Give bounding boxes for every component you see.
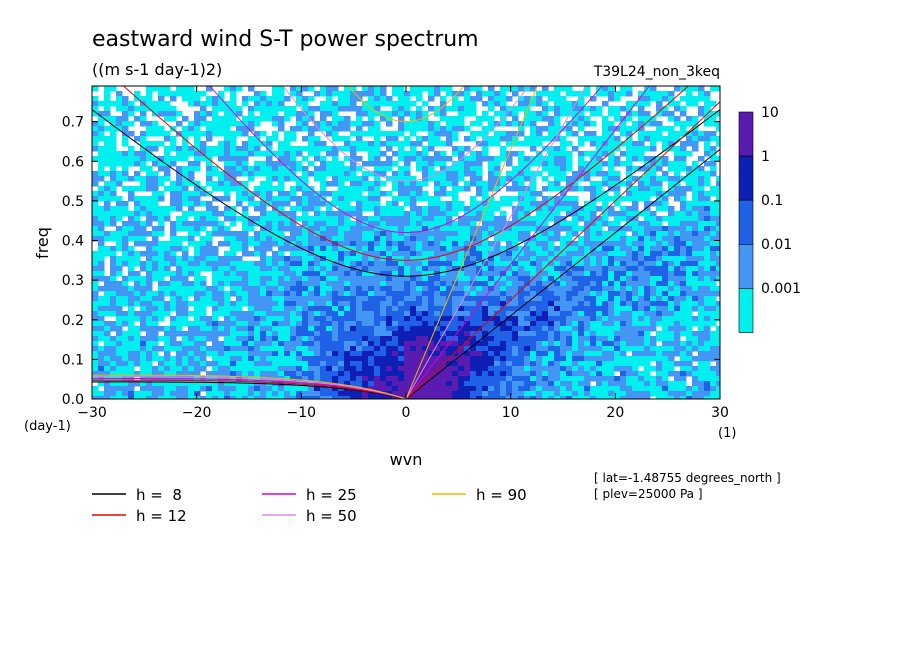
annotation-lat: [ lat=-1.48755 degrees_north ] <box>594 471 781 485</box>
kelvin-curve-3 <box>405 86 587 399</box>
mrg-curve-3 <box>92 376 407 399</box>
annotation-plev: [ plev=25000 Pa ] <box>594 487 703 501</box>
mrg-curve-1 <box>92 379 407 399</box>
y-tick-label: 0.7 <box>62 115 84 131</box>
mrg-curve-0 <box>92 381 407 399</box>
y-tick-label: 0.0 <box>62 392 84 408</box>
legend-label: h = 50 <box>306 507 357 525</box>
color-bar-swatch <box>738 199 754 245</box>
color-bar-label: 0.001 <box>761 281 801 297</box>
color-bar-swatch <box>738 244 754 289</box>
color-bar-label: 10 <box>761 105 779 121</box>
x-tick-label: 20 <box>606 405 624 421</box>
kelvin-curve-1 <box>405 101 720 399</box>
x-tick-label: 0 <box>402 405 411 421</box>
x-axis-label: wvn <box>390 450 423 469</box>
y-axis-label: freq <box>33 227 52 259</box>
x-unit-label: (1) <box>718 426 736 441</box>
run-label: T39L24_non_3keq <box>593 64 720 80</box>
x-tick-label: −10 <box>287 405 317 421</box>
legend-label: h = 12 <box>136 507 187 525</box>
y-tick-label: 0.4 <box>62 234 84 250</box>
color-bar-label: 1 <box>761 149 770 165</box>
ig-curve-2 <box>209 86 603 234</box>
ig-curve-4 <box>347 86 465 123</box>
color-bar: 10 1 0.1 0.01 0.001 <box>738 105 801 333</box>
color-bar-label: 0.1 <box>761 193 783 209</box>
x-tick-label: −20 <box>182 405 212 421</box>
kelvin-curve-2 <box>405 86 650 399</box>
x-axis: −30 −20 −10 0 10 20 30 <box>77 86 729 421</box>
x-tick-label: 30 <box>711 405 729 421</box>
y-tick-label: 0.5 <box>62 194 84 210</box>
y-tick-label: 0.1 <box>62 352 84 368</box>
mrg-curve-4 <box>92 374 407 399</box>
legend-label: h = 90 <box>476 486 527 504</box>
legend-label: h = 8 <box>136 486 182 504</box>
x-tick-label: −30 <box>77 405 107 421</box>
color-bar-swatch <box>738 111 754 157</box>
chart-subtitle: ((m s-1 day-1)2) <box>92 60 222 79</box>
y-tick-label: 0.2 <box>62 313 84 329</box>
color-bar-swatch <box>738 288 754 333</box>
ig-curve-3 <box>282 86 530 182</box>
y-tick-label: 0.6 <box>62 154 84 170</box>
ig-curve-0 <box>92 109 720 277</box>
plot-area <box>91 85 721 400</box>
x-tick-label: 10 <box>502 405 520 421</box>
curve-legend: h = 8 h = 12 h = 25 h = 50 h = 90 <box>92 486 527 525</box>
chart-title: eastward wind S-T power spectrum <box>92 27 479 52</box>
ig-curve-1 <box>122 86 690 261</box>
y-unit-label: (day-1) <box>24 419 71 434</box>
color-bar-label: 0.01 <box>761 237 792 253</box>
y-tick-label: 0.3 <box>62 273 84 289</box>
y-axis: 0.0 0.1 0.2 0.3 0.4 0.5 0.6 0.7 <box>62 115 720 408</box>
kelvin-curve-0 <box>405 149 720 399</box>
color-bar-swatch <box>738 155 754 201</box>
legend-label: h = 25 <box>306 486 357 504</box>
kelvin-curve-4 <box>405 86 538 399</box>
mrg-curve-2 <box>92 378 407 399</box>
